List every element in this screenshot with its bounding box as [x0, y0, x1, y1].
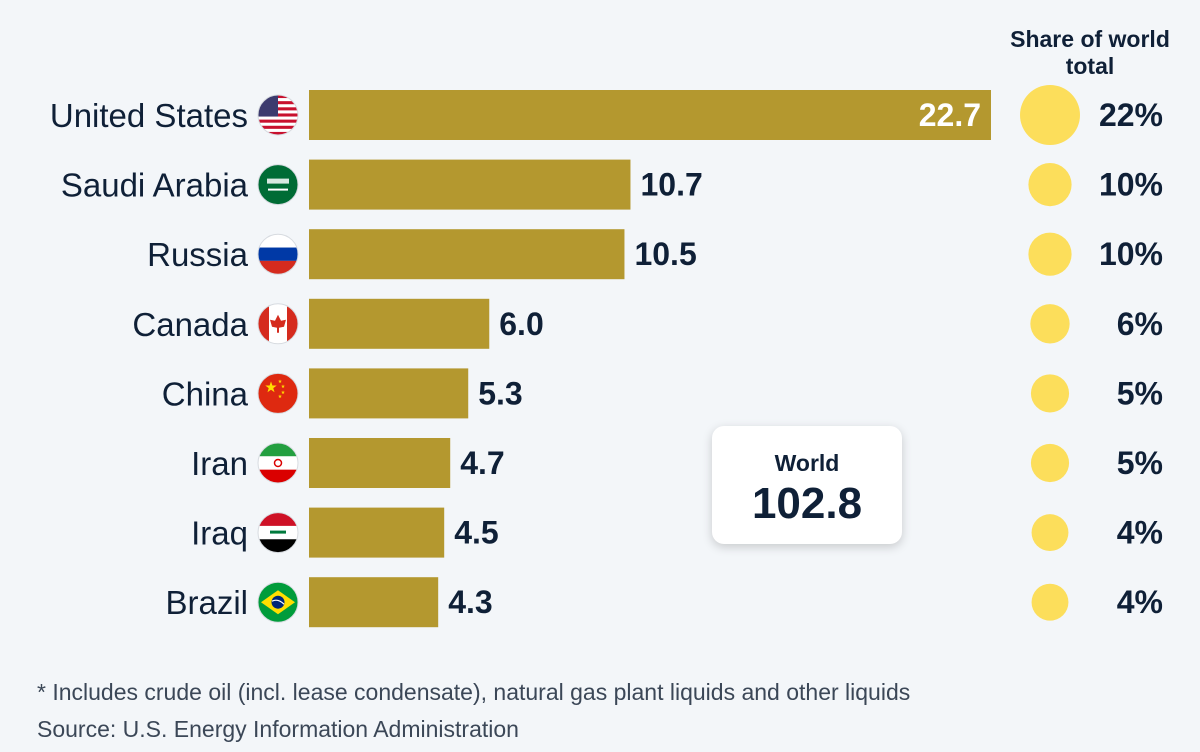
value-label-russia: 10.5	[634, 236, 696, 272]
bar-canada	[309, 298, 490, 349]
china-flag-icon	[258, 373, 298, 414]
value-label-brazil: 4.3	[448, 584, 492, 620]
bar-iraq	[309, 507, 445, 558]
share-of-world-header: Share of world total	[1010, 26, 1170, 79]
iran-flag-icon	[258, 443, 298, 483]
share-label-united-states: 22%	[1099, 97, 1163, 133]
value-label-saudi-arabia: 10.7	[640, 167, 702, 203]
value-label-china: 5.3	[478, 375, 522, 411]
world-total-value: 102.8	[751, 479, 863, 528]
share-label-iran: 5%	[1117, 445, 1163, 481]
value-label-united-states: 22.7	[919, 97, 981, 133]
category-label-saudi-arabia: Saudi Arabia	[61, 167, 249, 204]
value-label-iran: 4.7	[460, 445, 504, 481]
share-dot-iran	[1030, 443, 1070, 483]
category-label-iran: Iran	[191, 445, 248, 482]
bar-united-states	[309, 90, 991, 140]
bar-iran	[309, 438, 451, 488]
share-dot-russia	[1028, 232, 1072, 276]
russia-flag-icon	[258, 234, 298, 275]
category-label-united-states: United States	[50, 97, 248, 134]
us-flag-icon	[258, 95, 298, 135]
value-label-iraq: 4.5	[454, 515, 498, 551]
share-label-china: 5%	[1117, 375, 1163, 411]
footnote-text: * Includes crude oil (incl. lease conden…	[37, 679, 911, 705]
world-total-label: World	[774, 450, 840, 476]
category-label-iraq: Iraq	[191, 515, 248, 552]
brazil-flag-icon	[258, 582, 298, 623]
bar-brazil	[309, 577, 439, 628]
share-dot-saudi-arabia	[1028, 163, 1072, 207]
category-label-china: China	[162, 375, 249, 412]
category-label-brazil: Brazil	[165, 584, 248, 621]
iraq-flag-icon	[258, 512, 298, 553]
share-dot-united-states	[1020, 85, 1080, 145]
category-label-russia: Russia	[147, 236, 249, 273]
bar-saudi-arabia	[309, 159, 631, 210]
bar-russia	[309, 229, 625, 280]
footnote-block: * Includes crude oil (incl. lease conden…	[37, 674, 1177, 748]
source-text: Source: U.S. Energy Information Administ…	[37, 716, 519, 742]
share-label-russia: 10%	[1099, 236, 1163, 272]
world-total-box: World 102.8	[712, 426, 902, 544]
share-label-brazil: 4%	[1117, 584, 1163, 620]
canada-flag-icon	[258, 303, 298, 344]
share-dot-brazil	[1031, 583, 1069, 621]
share-label-saudi-arabia: 10%	[1099, 167, 1163, 203]
share-label-canada: 6%	[1117, 306, 1163, 342]
share-dot-iraq	[1031, 514, 1069, 552]
share-label-iraq: 4%	[1117, 515, 1163, 551]
share-dot-china	[1030, 374, 1070, 413]
category-label-canada: Canada	[132, 306, 248, 343]
value-label-canada: 6.0	[499, 306, 543, 342]
saudi-arabia-flag-icon	[258, 164, 298, 205]
bar-china	[309, 368, 469, 419]
share-dot-canada	[1030, 304, 1070, 344]
